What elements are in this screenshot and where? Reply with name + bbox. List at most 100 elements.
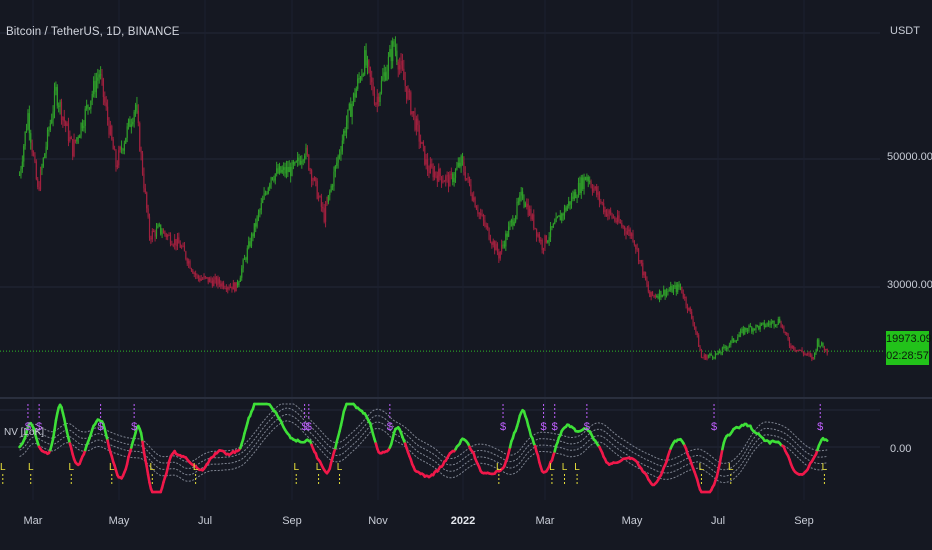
candle-body [309,169,311,171]
candle-body [344,130,346,133]
candle-body [665,291,668,297]
time-label-sep-2021: Sep [282,515,302,527]
candle-body [424,145,426,165]
candle-body [283,167,285,170]
candle-body [783,326,785,332]
candle-body [535,228,538,237]
candle-body [150,237,152,240]
candle-body [521,191,524,199]
candle-body [618,215,620,222]
candle-body [579,182,581,194]
candle-body [734,341,736,343]
candle-body [196,275,198,277]
candle-body [157,225,159,229]
candle-body [297,157,299,162]
candle-body [705,354,707,360]
candle-body [130,124,132,127]
candle-body [224,287,226,289]
candle-body [366,60,369,66]
candle-body [116,165,118,168]
candle-body [146,192,148,209]
candle-body [509,222,511,227]
candle-body [277,168,279,174]
candle-body [179,243,181,248]
candle-body [343,130,345,141]
candle-body [765,325,767,327]
l-signal-marker: L [28,462,34,473]
candle-body [369,67,371,78]
candle-body [660,290,662,298]
candle-body [600,201,602,203]
candle-body [168,234,170,236]
candle-body [181,246,183,248]
candle-body [447,175,450,187]
candle-body [763,322,765,327]
candle-body [88,107,91,109]
candle-body [621,223,623,227]
candle-body [474,197,476,208]
time-label-mar-2021: Mar [23,515,43,527]
indicator-label[interactable]: NV [LoK] [4,427,45,438]
candle-body [549,226,552,238]
indicator-line-segment [145,465,150,477]
candle-body [106,106,109,121]
candle-body [623,226,626,231]
candle-body [93,80,95,94]
candle-body [312,180,314,182]
candle-body [225,288,227,290]
candle-body [373,93,376,104]
candle-body [604,209,606,213]
candle-body [795,349,798,352]
candle-body [262,199,264,203]
candle-body [636,248,638,250]
candle-body [752,328,754,332]
candle-body [800,349,802,351]
last-price: 19973.09 [886,333,932,345]
candle-body [284,167,286,174]
candle-body [276,168,278,174]
candle-body [414,113,416,130]
candle-body [42,158,44,167]
candle-body [774,325,777,327]
indicator-line-segment [146,473,151,484]
candle-body [744,327,746,334]
candle-body [628,229,630,232]
candle-body [232,282,234,290]
s-signal-marker: $ [131,421,137,433]
candle-body [199,278,201,281]
candle-body [203,276,205,279]
candle-body [18,175,21,176]
candle-body [21,161,23,169]
candle-body [494,241,496,251]
candle-body [728,344,730,347]
candle-body [30,133,32,143]
time-label-mar-2022: Mar [535,515,555,527]
candle-body [183,245,186,252]
candle-body [406,86,408,99]
candle-body [298,157,300,161]
l-signal-marker: L [150,462,156,473]
candle-body [637,248,640,262]
candle-body [499,251,501,259]
candle-body [403,68,405,81]
candle-body [562,213,564,216]
candle-body [329,191,331,196]
candle-body [151,230,153,240]
candle-body [633,240,635,245]
candle-body [126,126,128,138]
candle-body [190,268,193,271]
price-tick-50000: 50000.00 [887,151,932,163]
candle-body [306,147,309,155]
candle-body [787,334,789,340]
candle-body [605,209,608,217]
symbol-title[interactable]: Bitcoin / TetherUS, 1D, BINANCE [6,26,180,38]
candle-body [487,225,489,228]
candle-body [38,187,40,190]
candle-body [531,214,533,220]
candle-body [44,153,46,159]
candle-body [639,260,641,262]
candle-body [347,109,349,123]
candle-body [731,338,733,341]
